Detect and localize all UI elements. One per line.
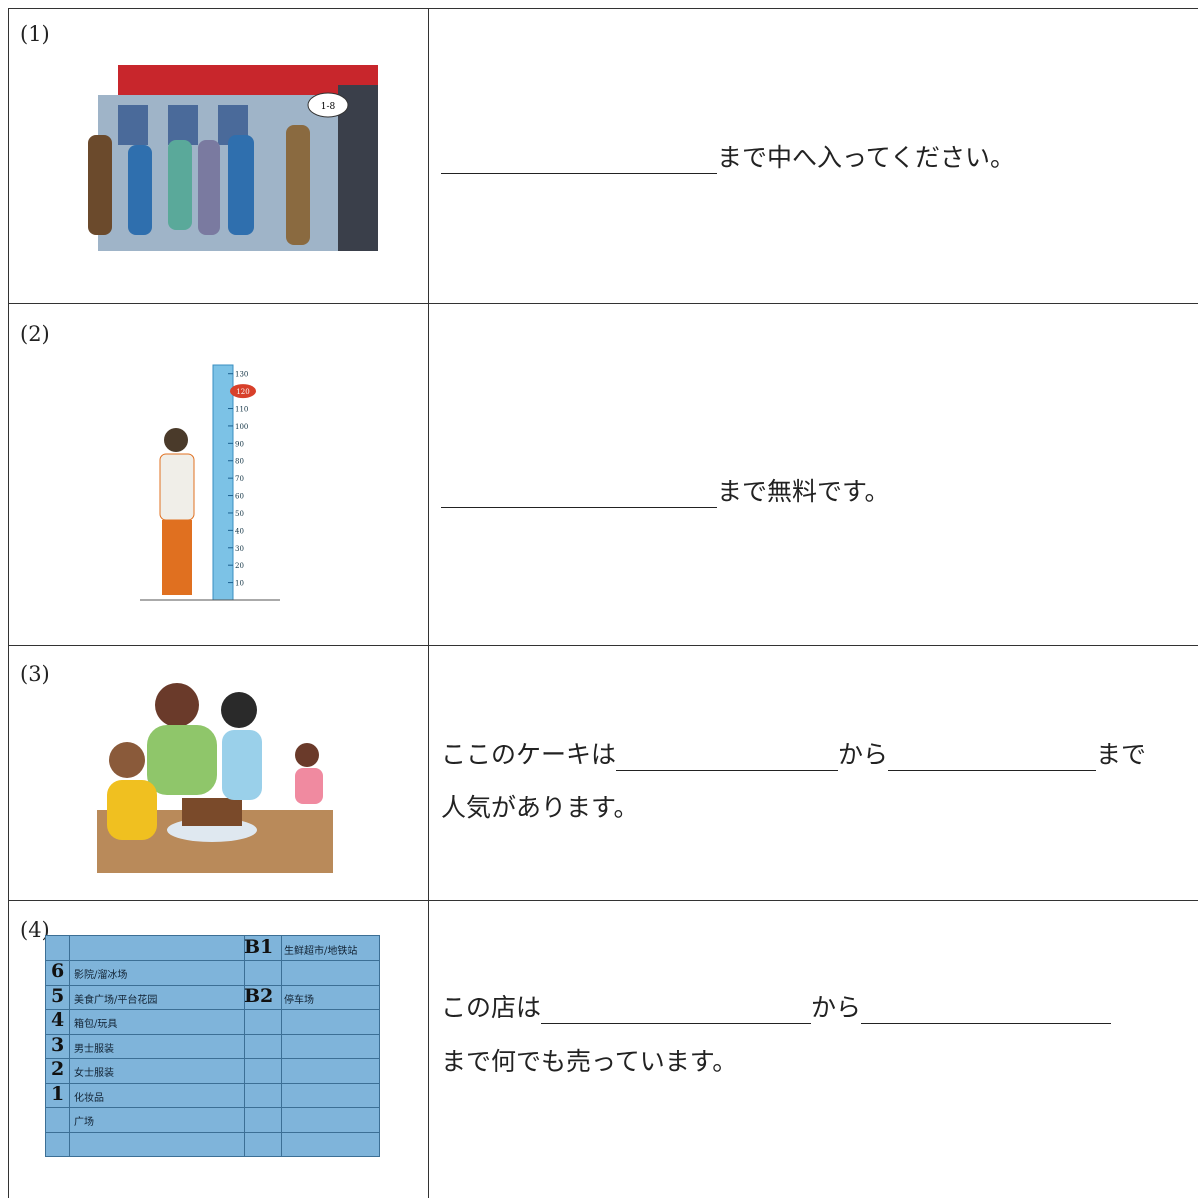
blank: [441, 145, 717, 174]
border: [8, 8, 9, 1198]
ruler-label: 90: [235, 440, 244, 448]
sentence: この店は: [441, 993, 542, 1022]
dir-line: [46, 1082, 379, 1084]
ruler-marker-label: 120: [236, 388, 249, 396]
dir-shop: 箱包/玩具: [74, 1019, 118, 1031]
sentence: まで中へ入ってください。: [717, 143, 1016, 172]
dir-floor: B2: [244, 984, 274, 1007]
ruler-label: 100: [235, 423, 248, 431]
dir-shop: 男士服装: [74, 1043, 114, 1055]
dir-line: [46, 1033, 379, 1035]
dir-line: [46, 984, 379, 986]
sentence: 人気があります。: [441, 793, 639, 822]
dir-shop: 广场: [74, 1117, 94, 1129]
dir-floor: 3: [51, 1033, 65, 1056]
dir-line: [46, 1131, 379, 1133]
dir-floor: B1: [244, 936, 274, 958]
sentence: まで: [1096, 740, 1147, 769]
dir-shop: 女士服装: [74, 1068, 114, 1080]
blank: [616, 742, 839, 771]
border: [8, 900, 1198, 901]
dir-line: [244, 936, 245, 1156]
queue-illustration: 1-8: [88, 65, 378, 251]
item-label: (2): [20, 322, 50, 346]
dir-floor: 6: [51, 960, 65, 983]
dir-line: [69, 936, 70, 1156]
blank: [861, 995, 1112, 1024]
blank: [441, 479, 717, 508]
dir-line: [46, 1107, 379, 1109]
blank: [541, 995, 812, 1024]
cake-illustration: [97, 683, 333, 873]
ruler-label: 60: [235, 493, 244, 501]
ruler-label: 30: [235, 545, 244, 553]
ruler-label: 70: [235, 475, 244, 483]
dir-shop: 化妆品: [74, 1092, 104, 1104]
dir-line: [281, 936, 282, 1156]
dir-shop: 停车场: [284, 994, 314, 1006]
dir-shop: 生鲜超市/地铁站: [284, 946, 358, 957]
dir-line: [46, 960, 379, 962]
blank: [888, 742, 1097, 771]
floor-directory: 6 影院/溜冰场 5 美食广场/平台花园 4 箱包/玩具 3 男士服装 2 女士服装 1 化妆品广场 B…: [45, 935, 380, 1157]
border: [8, 303, 1198, 304]
dir-floor: 5: [51, 984, 65, 1007]
ruler-label: 20: [235, 562, 244, 570]
ruler-label: 110: [235, 406, 248, 414]
ruler-label: 50: [235, 510, 244, 518]
height-illustration: 130 110 100 90 80 70 60 50 40 30 20 10 120: [140, 364, 280, 601]
sentence: から: [811, 993, 862, 1022]
dir-line: [46, 1009, 379, 1011]
ruler-label: 40: [235, 527, 244, 535]
sentence: ここのケーキは: [441, 740, 617, 769]
sentence: まで無料です。: [717, 477, 890, 506]
dir-floor: 1: [51, 1082, 65, 1105]
dir-shop: 美食广场/平台花园: [74, 994, 158, 1006]
dir-floor: 2: [51, 1058, 65, 1081]
border: [8, 645, 1198, 646]
item-label: (3): [20, 662, 50, 686]
item-label: (4): [20, 918, 50, 942]
border: [8, 8, 1198, 9]
border: [428, 8, 429, 1198]
ruler-label: 80: [235, 458, 244, 466]
sentence: まで何でも売っています。: [441, 1047, 738, 1076]
item-label: (1): [20, 22, 50, 46]
dir-floor: 4: [51, 1009, 65, 1032]
ruler-label: 10: [235, 580, 244, 588]
ruler-marker: [230, 384, 256, 399]
bubble-text: 1-8: [321, 102, 336, 112]
sentence: から: [838, 740, 889, 769]
dir-shop: 影院/溜冰场: [74, 970, 128, 982]
ruler-label: 130: [235, 371, 248, 379]
dir-line: [46, 1058, 379, 1060]
